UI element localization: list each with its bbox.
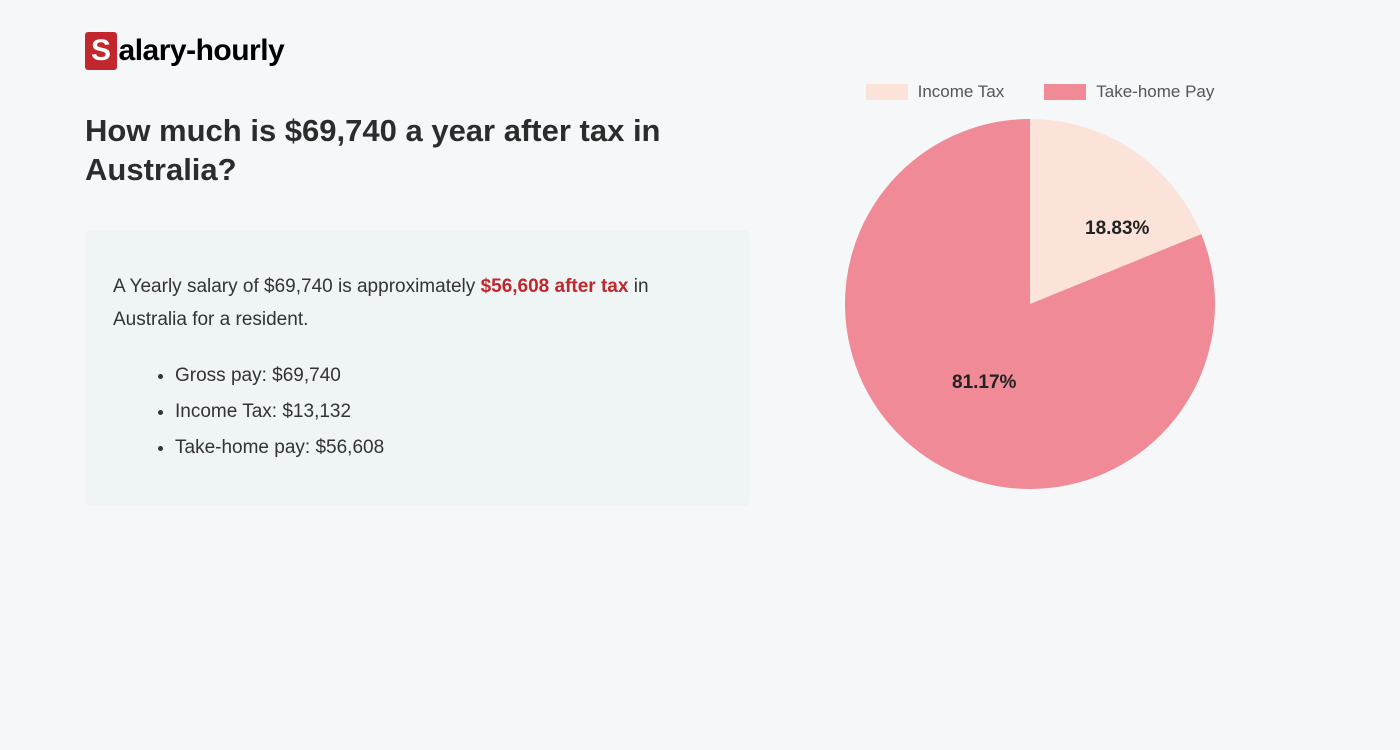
chart-legend: Income Tax Take-home Pay [866,82,1215,102]
slice-label-income-tax: 18.83% [1085,218,1149,240]
legend-label: Income Tax [918,82,1005,102]
summary-highlight: $56,608 after tax [481,276,629,297]
page: Salary-hourly How much is $69,740 a year… [0,0,1400,506]
chart-column: Income Tax Take-home Pay 18.83% 81.17% [810,82,1250,506]
logo-badge: S [85,32,117,70]
main-content: How much is $69,740 a year after tax in … [85,112,1315,506]
legend-item-take-home: Take-home Pay [1044,82,1214,102]
summary-box: A Yearly salary of $69,740 is approximat… [85,230,750,507]
detail-item: Gross pay: $69,740 [175,358,722,394]
legend-item-income-tax: Income Tax [866,82,1005,102]
detail-item: Take-home pay: $56,608 [175,430,722,466]
summary-text: A Yearly salary of $69,740 is approximat… [113,270,722,337]
pie-chart: 18.83% 81.17% [840,114,1220,494]
detail-item: Income Tax: $13,132 [175,394,722,430]
left-column: How much is $69,740 a year after tax in … [85,112,750,506]
site-logo: Salary-hourly [85,32,1315,70]
legend-label: Take-home Pay [1096,82,1214,102]
logo-text: alary-hourly [119,34,285,68]
page-heading: How much is $69,740 a year after tax in … [85,112,750,190]
summary-prefix: A Yearly salary of $69,740 is approximat… [113,276,481,297]
legend-swatch [1044,84,1086,100]
legend-swatch [866,84,908,100]
slice-label-take-home: 81.17% [952,372,1016,394]
details-list: Gross pay: $69,740 Income Tax: $13,132 T… [113,358,722,466]
pie-svg [840,114,1220,494]
